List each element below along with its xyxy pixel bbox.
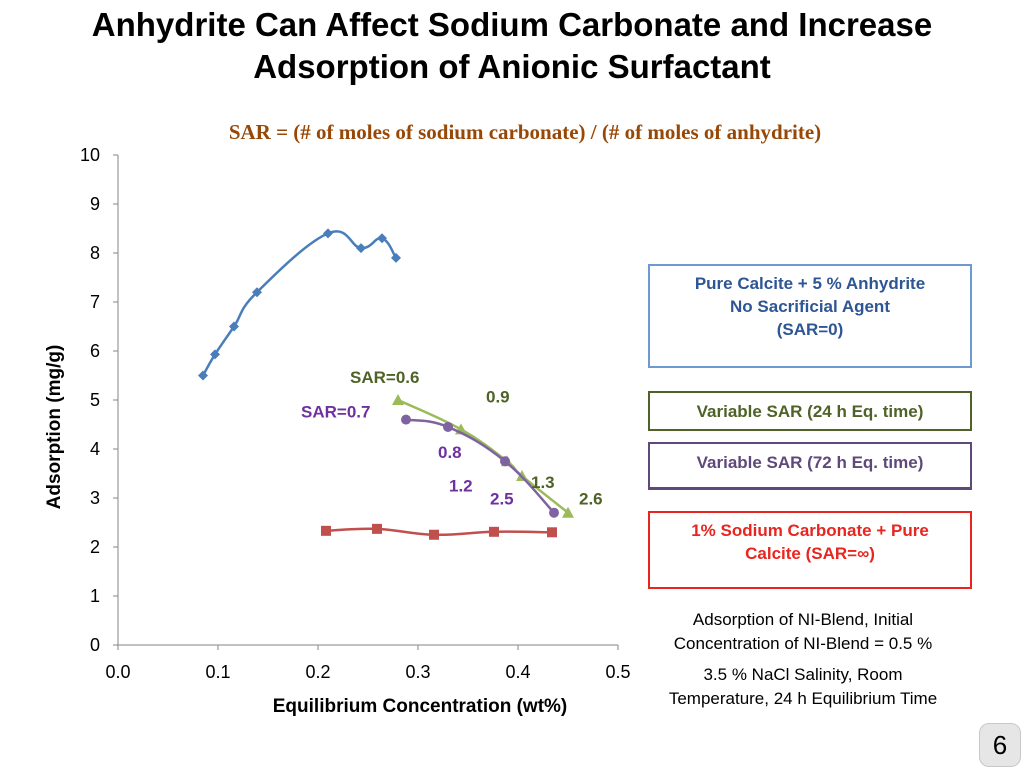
data-point-square [547,527,557,538]
legend-pure-calcite: Pure Calcite + 5 % Anhydrite No Sacrific… [648,264,972,368]
series-line [405,418,555,514]
legend-variable-sar-24h-label: Variable SAR (24 h Eq. time) [696,402,924,421]
series-circle [401,414,559,518]
data-point-circle [401,414,411,425]
y-tick-label: 1 [90,586,100,606]
legend-sodium-carbonate-line-2: Calcite (SAR=∞) [745,544,875,563]
data-point-diamond [198,370,208,381]
chart-annotations: SAR=0.6 SAR=0.7 0.9 0.8 1.3 1.2 2.5 2.6 [301,368,603,509]
note-line-4: Temperature, 24 h Equilibrium Time [668,689,938,708]
y-tick-label: 2 [90,537,100,557]
x-axis-title: Equilibrium Concentration (wt%) [273,696,568,717]
slide-title-line-2: Adsorption of Anionic Surfactant [253,48,771,85]
x-tick-label: 0.1 [205,662,230,682]
data-point-diamond [210,349,220,360]
sar-value-label: SAR=0.6 [350,368,419,387]
legend-sodium-carbonate-line-1: 1% Sodium Carbonate + Pure [691,521,929,540]
x-tick-label: 0.2 [305,662,330,682]
sar-value-label: 1.3 [531,473,555,492]
y-tick-label: 10 [80,145,100,165]
y-tick-label: 3 [90,488,100,508]
x-tick-label: 0.4 [505,662,530,682]
data-point-square [372,523,382,534]
note-line-2: Concentration of NI-Blend = 0.5 % [673,634,933,653]
data-point-triangle [562,506,574,518]
note-line-1: Adsorption of NI-Blend, Initial [692,610,914,629]
data-point-circle [443,421,453,432]
series-triangle [392,394,574,518]
slide-title: Anhydrite Can Affect Sodium Carbonate an… [0,4,1024,88]
y-tick-label: 7 [90,292,100,312]
data-point-diamond [391,252,401,263]
y-tick-label: 5 [90,390,100,410]
sar-value-label: 0.9 [486,387,510,406]
x-tick-label: 0.5 [605,662,630,682]
y-tick-label: 6 [90,341,100,361]
sar-value-label: 0.8 [438,443,462,462]
data-point-circle [500,456,510,467]
legend-variable-sar-72h: Variable SAR (72 h Eq. time) [648,442,972,490]
chart-axes: 0 1 2 3 4 5 6 7 8 9 10 0.0 0.1 0.2 0.3 0.4 0.5 [80,145,631,682]
y-tick-label: 8 [90,243,100,263]
data-point-diamond [323,228,333,239]
legend-pure-calcite-line-1: Pure Calcite + 5 % Anhydrite [694,274,926,293]
data-point-square [321,525,331,536]
x-tick-label: 0.0 [105,662,130,682]
sar-value-label: 1.2 [449,476,473,495]
slide-title-line-1: Anhydrite Can Affect Sodium Carbonate an… [91,6,933,43]
sar-value-label: SAR=0.7 [301,403,370,422]
y-tick-label: 0 [90,635,100,655]
data-point-diamond [377,233,387,244]
experiment-note-concentration: Adsorption of NI-Blend, Initial Concentr… [638,608,968,656]
chart-series [198,228,574,540]
series-line [397,398,569,514]
note-line-3: 3.5 % NaCl Salinity, Room [703,665,903,684]
data-point-square [429,529,439,540]
y-tick-label: 9 [90,194,100,214]
data-point-circle [549,507,559,518]
series-square [321,523,557,540]
data-point-diamond [229,321,239,332]
series-line [201,230,398,377]
data-point-triangle [392,394,404,405]
x-tick-label: 0.3 [405,662,430,682]
legend-pure-calcite-line-3: (SAR=0) [776,320,844,339]
legend-variable-sar-24h: Variable SAR (24 h Eq. time) [648,391,972,431]
legend-variable-sar-72h-label: Variable SAR (72 h Eq. time) [696,453,924,472]
sar-value-label: 2.6 [579,490,603,509]
sar-definition: SAR = (# of moles of sodium carbonate) /… [228,120,822,144]
sar-value-label: 2.5 [490,490,514,509]
legend-sodium-carbonate: 1% Sodium Carbonate + Pure Calcite (SAR=… [648,511,972,589]
legend-pure-calcite-line-2: No Sacrificial Agent [730,297,890,316]
data-point-square [489,526,499,537]
page-number-badge: 6 [979,723,1021,767]
y-tick-label: 4 [90,439,100,459]
series-diamond [198,228,401,381]
data-point-diamond [252,287,262,298]
experiment-note-conditions: 3.5 % NaCl Salinity, Room Temperature, 2… [638,663,968,711]
y-axis-title: Adsorption (mg/g) [44,345,65,510]
data-point-diamond [356,243,366,254]
